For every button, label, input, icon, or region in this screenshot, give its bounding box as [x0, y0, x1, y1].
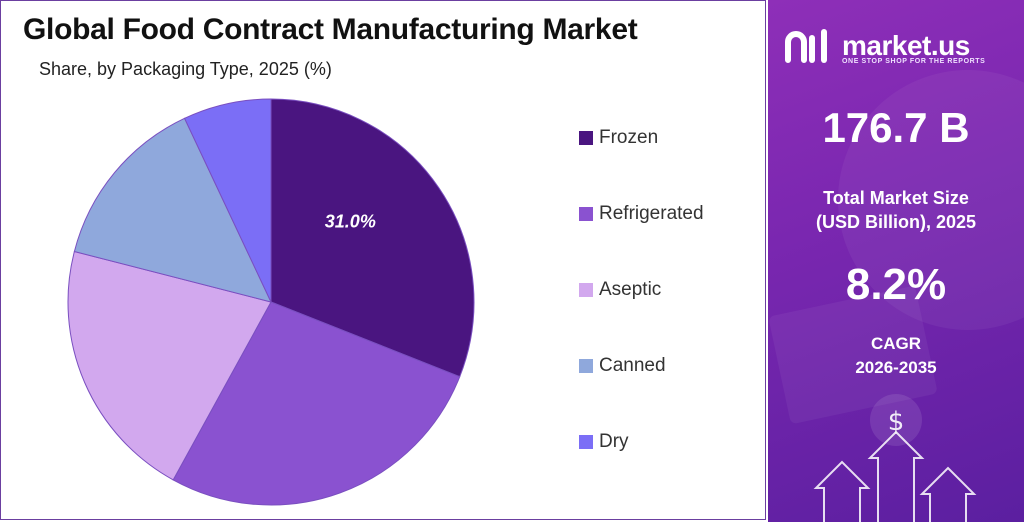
legend-label: Canned [599, 355, 666, 376]
legend-item-refrigerated: Refrigerated [579, 203, 704, 225]
dollar-symbol: $ [888, 407, 905, 437]
cagr-label-line1: CAGR [870, 334, 922, 353]
legend-label: Frozen [599, 127, 659, 148]
pie-slice-frozen [270, 98, 475, 378]
legend-swatch [579, 207, 593, 221]
pie-slice-dry [183, 98, 272, 303]
stats-panel: $ market.us ONE STOP SHOP FOR THE REPORT… [768, 0, 1024, 522]
pie-slice-canned [73, 117, 272, 303]
market-size-value: 176.7 B [822, 104, 970, 151]
legend-swatch [579, 359, 593, 373]
chart-title: Global Food Contract Manufacturing Marke… [23, 13, 638, 46]
legend-item-canned: Canned [579, 355, 666, 377]
legend-label: Dry [599, 431, 629, 452]
pie-slice-aseptic [67, 250, 272, 481]
cagr-label-line2: 2026-2035 [855, 358, 937, 377]
data-label-frozen: 31.0% [325, 212, 376, 232]
market-us-logo-icon [785, 29, 827, 63]
legend-item-aseptic: Aseptic [579, 279, 661, 301]
chart-subtitle: Share, by Packaging Type, 2025 (%) [39, 59, 332, 79]
legend-label: Refrigerated [599, 203, 704, 224]
legend-label: Aseptic [599, 279, 662, 300]
panel-decoration: $ [769, 70, 1024, 522]
cagr-label: CAGR 2026-2035 [768, 332, 1024, 380]
legend-item-dry: Dry [579, 431, 629, 453]
brand-name: market.us [842, 30, 970, 61]
chart-panel: Global Food Contract Manufacturing Marke… [0, 0, 766, 520]
legend-item-frozen: Frozen [579, 127, 658, 149]
pie-slice-refrigerated [172, 301, 461, 506]
legend-swatch [579, 283, 593, 297]
brand-logo: market.us [784, 28, 970, 64]
market-size-label-line1: Total Market Size [823, 188, 969, 208]
pie-chart: 31.0% [67, 98, 475, 506]
brand-tagline: ONE STOP SHOP FOR THE REPORTS [842, 58, 986, 65]
dollar-coin-icon: $ [870, 394, 922, 446]
legend-swatch [579, 131, 593, 145]
market-size-label: Total Market Size (USD Billion), 2025 [768, 186, 1024, 234]
arrow-up-icon [813, 430, 977, 522]
cagr-value: 8.2% [845, 260, 947, 309]
legend-swatch [579, 435, 593, 449]
market-size-label-line2: (USD Billion), 2025 [815, 212, 977, 232]
